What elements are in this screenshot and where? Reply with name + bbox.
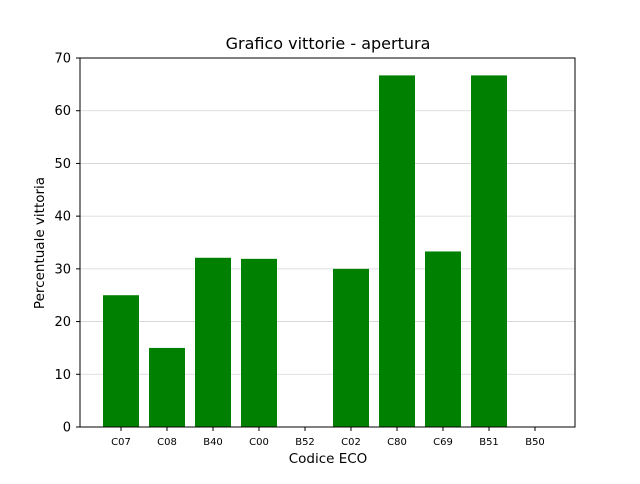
bar-c02 xyxy=(333,269,369,427)
y-tick-label: 30 xyxy=(54,262,71,277)
x-tick-label: C69 xyxy=(433,437,453,448)
y-tick-label: 50 xyxy=(54,157,71,172)
y-tick-label: 0 xyxy=(63,421,71,436)
x-axis-label: Codice ECO xyxy=(289,451,368,467)
bar-b40 xyxy=(195,258,231,427)
x-tick-label: C80 xyxy=(387,437,407,448)
y-tick-label: 10 xyxy=(54,368,71,383)
x-tick-label: B51 xyxy=(479,437,499,448)
x-tick-label: B52 xyxy=(295,437,315,448)
x-tick-label: C00 xyxy=(249,437,269,448)
y-tick-label: 20 xyxy=(54,315,71,330)
y-tick-label: 60 xyxy=(54,104,71,119)
x-tick-label: B40 xyxy=(203,437,223,448)
x-tick-label: C07 xyxy=(111,437,131,448)
bar-b51 xyxy=(471,75,507,427)
y-axis-label: Percentuale vittoria xyxy=(32,177,48,309)
bar-c08 xyxy=(149,348,185,427)
bar-c07 xyxy=(103,295,139,427)
bar-c00 xyxy=(241,259,277,427)
x-tick-label: C02 xyxy=(341,437,361,448)
bar-c69 xyxy=(425,251,461,427)
chart-title: Grafico vittorie - apertura xyxy=(226,34,431,53)
x-tick-label: B50 xyxy=(525,437,545,448)
y-tick-label: 40 xyxy=(54,210,71,225)
bar-c80 xyxy=(379,75,415,427)
x-tick-label: C08 xyxy=(157,437,177,448)
y-tick-label: 70 xyxy=(54,52,71,67)
